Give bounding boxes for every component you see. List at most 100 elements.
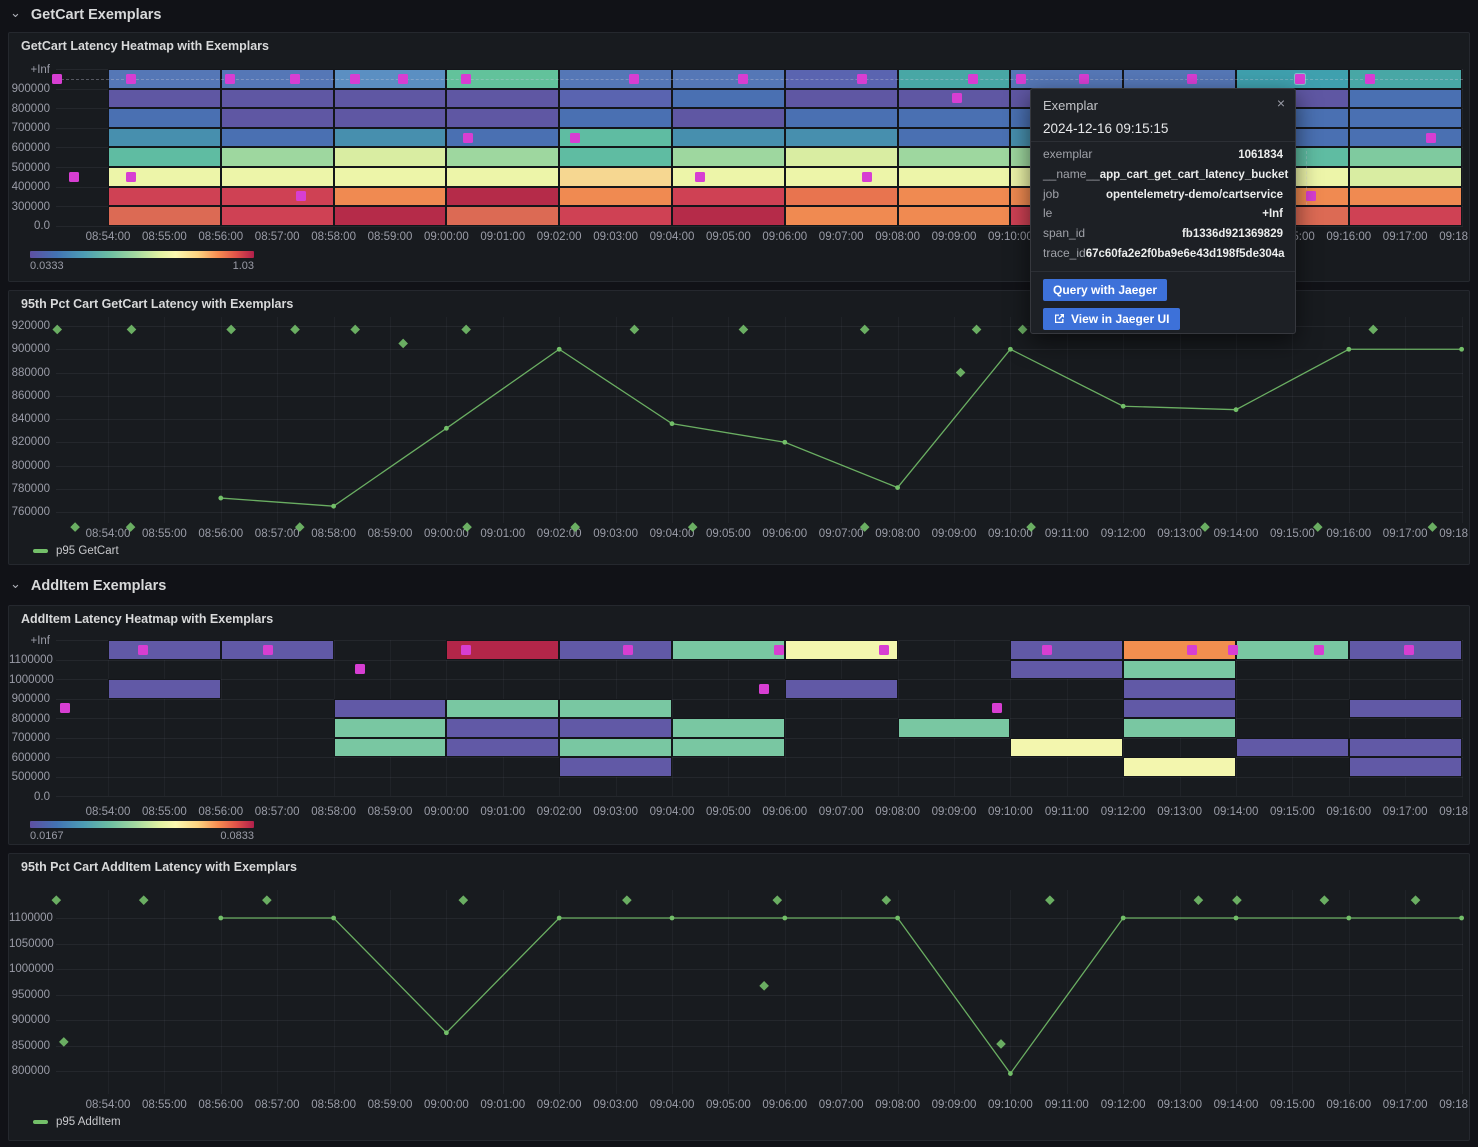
exemplar-marker[interactable] (1015, 73, 1026, 84)
exemplar-marker[interactable] (461, 73, 472, 84)
exemplar-diamond[interactable] (1200, 522, 1210, 532)
query-with-jaeger-button[interactable]: Query with Jaeger (1043, 279, 1168, 301)
exemplar-marker[interactable] (1306, 191, 1317, 202)
exemplar-marker[interactable] (290, 73, 301, 84)
exemplar-marker[interactable] (570, 132, 581, 143)
exemplar-marker[interactable] (1365, 73, 1376, 84)
exemplar-marker[interactable] (622, 644, 633, 655)
exemplar-diamond[interactable] (629, 324, 640, 335)
exemplar-diamond[interactable] (1312, 522, 1323, 532)
panel-title[interactable]: GetCart Latency Heatmap with Exemplars (21, 39, 269, 53)
exemplar-marker[interactable] (1042, 644, 1053, 655)
x-tick-label: 08:59:00 (367, 231, 413, 243)
exemplar-diamond[interactable] (1319, 895, 1330, 905)
exemplar-marker[interactable] (461, 644, 472, 655)
exemplar-marker[interactable] (774, 644, 785, 655)
exemplar-diamond[interactable] (138, 895, 149, 905)
exemplar-marker[interactable] (737, 73, 748, 84)
panel-title[interactable]: 95th Pct Cart GetCart Latency with Exemp… (21, 297, 294, 311)
exemplar-marker[interactable] (69, 171, 80, 182)
legend-item-p95-additem[interactable]: p95 AddItem (33, 1116, 121, 1128)
exemplar-diamond[interactable] (1368, 324, 1379, 335)
exemplar-marker[interactable] (951, 93, 962, 104)
exemplar-marker[interactable] (992, 703, 1003, 714)
exemplar-diamond[interactable] (226, 324, 236, 335)
gridline (1010, 640, 1012, 796)
exemplar-diamond[interactable] (1232, 895, 1242, 905)
exemplar-marker[interactable] (350, 73, 361, 84)
exemplar-diamond[interactable] (1410, 895, 1421, 905)
exemplar-marker[interactable] (137, 644, 148, 655)
exemplar-diamond[interactable] (294, 522, 305, 532)
exemplar-marker[interactable] (1403, 644, 1414, 655)
exemplar-diamond[interactable] (622, 895, 632, 905)
exemplar-diamond[interactable] (59, 1037, 69, 1047)
exemplar-diamond[interactable] (1045, 895, 1055, 905)
x-tick-label: 09:04:00 (649, 528, 695, 540)
exemplar-diamond[interactable] (738, 324, 749, 335)
exemplar-marker[interactable] (967, 73, 978, 84)
exemplar-marker[interactable] (125, 73, 136, 84)
exemplar-marker[interactable] (629, 73, 640, 84)
exemplar-diamond[interactable] (971, 324, 982, 335)
panel-title[interactable]: AddItem Latency Heatmap with Exemplars (21, 612, 274, 626)
exemplar-marker[interactable] (861, 171, 872, 182)
panel-title[interactable]: 95th Pct Cart AddItem Latency with Exemp… (21, 860, 298, 874)
exemplar-diamond[interactable] (1026, 522, 1036, 532)
exemplar-diamond[interactable] (881, 895, 892, 905)
exemplar-marker[interactable] (295, 191, 306, 202)
close-icon[interactable]: × (1276, 95, 1285, 111)
row-header-additem-exemplars[interactable]: ⌄ AddItem Exemplars (10, 573, 166, 599)
exemplar-diamond[interactable] (859, 324, 870, 335)
exemplar-diamond[interactable] (290, 324, 300, 335)
exemplar-marker[interactable] (856, 73, 867, 84)
exemplar-diamond[interactable] (461, 324, 471, 335)
x-tick-label: 08:57:00 (254, 528, 300, 540)
exemplar-diamond[interactable] (262, 895, 272, 905)
exemplar-marker[interactable] (879, 644, 890, 655)
heatmap-cell (1348, 69, 1462, 89)
exemplar-marker[interactable] (59, 703, 70, 714)
exemplar-marker[interactable] (1186, 73, 1197, 84)
exemplar-diamond[interactable] (955, 367, 966, 378)
view-in-jaeger-ui-button[interactable]: View in Jaeger UI (1043, 308, 1180, 330)
exemplar-diamond[interactable] (996, 1039, 1006, 1049)
legend-item-p95-getcart[interactable]: p95 GetCart (33, 545, 119, 557)
exemplar-marker[interactable] (463, 132, 474, 143)
exemplar-diamond[interactable] (51, 895, 62, 905)
heatmap-cell (784, 88, 898, 109)
exemplar-diamond[interactable] (772, 895, 783, 905)
x-tick-label: 08:55:00 (142, 806, 187, 818)
exemplar-marker[interactable] (1425, 132, 1436, 143)
exemplar-diamond[interactable] (687, 522, 698, 532)
exemplar-diamond[interactable] (1017, 324, 1028, 335)
exemplar-diamond[interactable] (398, 338, 408, 349)
exemplar-marker[interactable] (52, 73, 63, 84)
exemplar-marker[interactable] (1313, 644, 1324, 655)
exemplar-diamond[interactable] (350, 324, 361, 335)
exemplar-diamond[interactable] (70, 522, 80, 532)
exemplar-diamond[interactable] (1427, 522, 1438, 532)
exemplar-marker[interactable] (398, 73, 409, 84)
gridline (56, 395, 1463, 397)
exemplar-marker[interactable] (125, 171, 136, 182)
row-header-getcart-exemplars[interactable]: ⌄ GetCart Exemplars (10, 2, 161, 28)
exemplar-marker[interactable] (1228, 644, 1239, 655)
exemplar-marker[interactable] (354, 664, 365, 675)
exemplar-marker[interactable] (1078, 73, 1089, 84)
exemplar-diamond[interactable] (462, 522, 472, 532)
exemplar-diamond[interactable] (1193, 895, 1204, 905)
exemplar-marker[interactable] (1294, 73, 1305, 84)
exemplar-marker[interactable] (225, 73, 236, 84)
exemplar-marker[interactable] (262, 644, 273, 655)
exemplar-marker[interactable] (695, 171, 706, 182)
exemplar-diamond[interactable] (458, 895, 469, 905)
exemplar-marker[interactable] (759, 683, 770, 694)
exemplar-diamond[interactable] (125, 522, 136, 532)
exemplar-diamond[interactable] (52, 324, 63, 335)
exemplar-diamond[interactable] (126, 324, 137, 335)
exemplar-diamond[interactable] (759, 981, 769, 991)
exemplar-marker[interactable] (1186, 644, 1197, 655)
exemplar-diamond[interactable] (859, 522, 870, 532)
exemplar-diamond[interactable] (570, 522, 580, 532)
